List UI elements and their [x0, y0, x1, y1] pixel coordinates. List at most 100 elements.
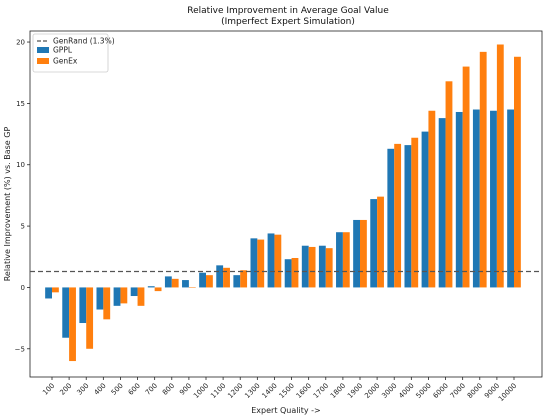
bar-gppl-1500	[284, 259, 292, 288]
x-tick-label: 10000	[497, 382, 518, 403]
x-tick-label: 1600	[295, 382, 313, 400]
x-tick-label: 1000	[192, 382, 210, 400]
bar-genex-3000	[394, 143, 402, 288]
x-tick-label: 1100	[209, 382, 227, 400]
bar-gppl-500	[113, 287, 121, 306]
y-tick-label: 0	[21, 284, 25, 292]
y-tick-label: −5	[15, 345, 25, 353]
bar-gppl-10000	[507, 109, 514, 288]
y-tick-label: 20	[16, 39, 25, 47]
legend-box	[32, 33, 109, 73]
bar-genex-1200	[240, 270, 248, 288]
bar-genex-9000	[496, 44, 504, 288]
bar-gppl-900	[182, 280, 189, 288]
bar-gppl-1700	[318, 245, 326, 288]
bar-gppl-100	[45, 287, 52, 299]
x-tick-label: 600	[127, 382, 142, 397]
x-tick-label: 1700	[312, 382, 330, 400]
bar-genex-2000	[377, 196, 384, 288]
x-tick-label: 3000	[380, 382, 398, 400]
x-tick-label: 4000	[397, 382, 415, 400]
bar-genex-100	[52, 287, 59, 293]
bar-genex-400	[103, 287, 111, 320]
bar-genex-1000	[206, 275, 213, 288]
bar-genex-300	[86, 287, 94, 349]
bar-gppl-1100	[216, 265, 224, 288]
bar-gppl-6000	[438, 118, 446, 288]
bar-gppl-300	[79, 287, 87, 324]
bar-genex-1100	[223, 267, 230, 288]
x-tick-label: 300	[75, 382, 90, 397]
bar-gppl-9000	[490, 110, 497, 288]
legend: GenRand (1.3%) GPPL GenEx	[32, 33, 115, 73]
x-tick-label: 1300	[243, 382, 261, 400]
x-tick-label: 6000	[432, 382, 450, 400]
bar-gppl-4000	[404, 145, 412, 288]
bar-gppl-5000	[421, 131, 429, 288]
bar-genex-200	[69, 287, 76, 362]
bar-genex-600	[137, 287, 145, 306]
chart-title: Relative Improvement in Average Goal Val…	[187, 6, 389, 16]
x-tick-label: 1800	[329, 382, 347, 400]
x-axis-ticks: 100 200 300 400 500 600 700 800 9001000110012001…	[41, 377, 518, 403]
x-tick-label: 5000	[415, 382, 433, 400]
bar-gppl-8000	[472, 109, 480, 288]
bar-genex-1800	[342, 232, 350, 288]
x-tick-label: 1900	[346, 382, 364, 400]
bar-genex-900	[188, 287, 196, 288]
bar-gppl-600	[130, 287, 138, 297]
legend-label-genrand: GenRand (1.3%)	[53, 37, 115, 46]
bar-genex-10000	[514, 56, 521, 288]
x-tick-label: 2000	[363, 382, 381, 400]
x-tick-label: 100	[41, 382, 56, 397]
legend-label-genex: GenEx	[53, 57, 78, 66]
bar-genex-1700	[325, 248, 333, 288]
legend-swatch-genex	[37, 58, 49, 64]
bar-genex-1300	[257, 239, 265, 288]
x-tick-label: 8000	[466, 382, 484, 400]
bar-genex-500	[120, 287, 128, 304]
x-tick-label: 800	[161, 382, 176, 397]
bar-gppl-1300	[250, 238, 258, 288]
x-tick-label: 7000	[449, 382, 467, 400]
y-axis-label: Relative Improvement (%) vs. Base GP	[3, 127, 12, 282]
bar-gppl-2000	[370, 199, 378, 288]
y-axis-ticks: −5 0 5 10 15 20	[15, 39, 30, 353]
bar-genex-1400	[274, 234, 282, 288]
x-tick-label: 500	[110, 382, 125, 397]
y-tick-label: 5	[21, 223, 25, 231]
y-tick-label: 10	[16, 161, 25, 169]
bar-gppl-3000	[387, 148, 395, 288]
bar-genex-1900	[360, 219, 367, 288]
bar-genex-1500	[291, 257, 299, 288]
bar-gppl-1600	[301, 245, 309, 288]
bar-genex-7000	[462, 66, 470, 288]
bar-gppl-700	[147, 286, 155, 288]
x-tick-label: 700	[144, 382, 159, 397]
legend-label-gppl: GPPL	[53, 46, 73, 55]
x-axis-label: Expert Quality ->	[251, 406, 320, 415]
x-tick-label: 1400	[261, 382, 279, 400]
bar-gppl-1900	[353, 219, 360, 288]
bar-gppl-1200	[233, 275, 241, 288]
chart-subtitle: (Imperfect Expert Simulation)	[221, 17, 355, 27]
bar-gppl-1000	[199, 272, 206, 288]
x-tick-label: 200	[58, 382, 73, 397]
bar-gppl-400	[96, 287, 104, 310]
bar-gppl-200	[62, 287, 70, 338]
bar-genex-800	[171, 278, 179, 288]
bar-genex-8000	[479, 51, 487, 288]
x-tick-label: 1200	[226, 382, 244, 400]
x-tick-label: 400	[93, 382, 108, 397]
bar-genex-4000	[411, 137, 419, 288]
bar-genex-1600	[308, 246, 316, 288]
bar-gppl-1800	[336, 232, 343, 288]
x-tick-label: 1500	[278, 382, 296, 400]
bars-group	[45, 44, 521, 362]
bar-genex-700	[154, 287, 162, 292]
bar-gppl-1400	[267, 233, 275, 288]
bar-gppl-7000	[455, 111, 463, 288]
bar-gppl-800	[164, 276, 172, 288]
y-tick-label: 15	[16, 100, 25, 108]
